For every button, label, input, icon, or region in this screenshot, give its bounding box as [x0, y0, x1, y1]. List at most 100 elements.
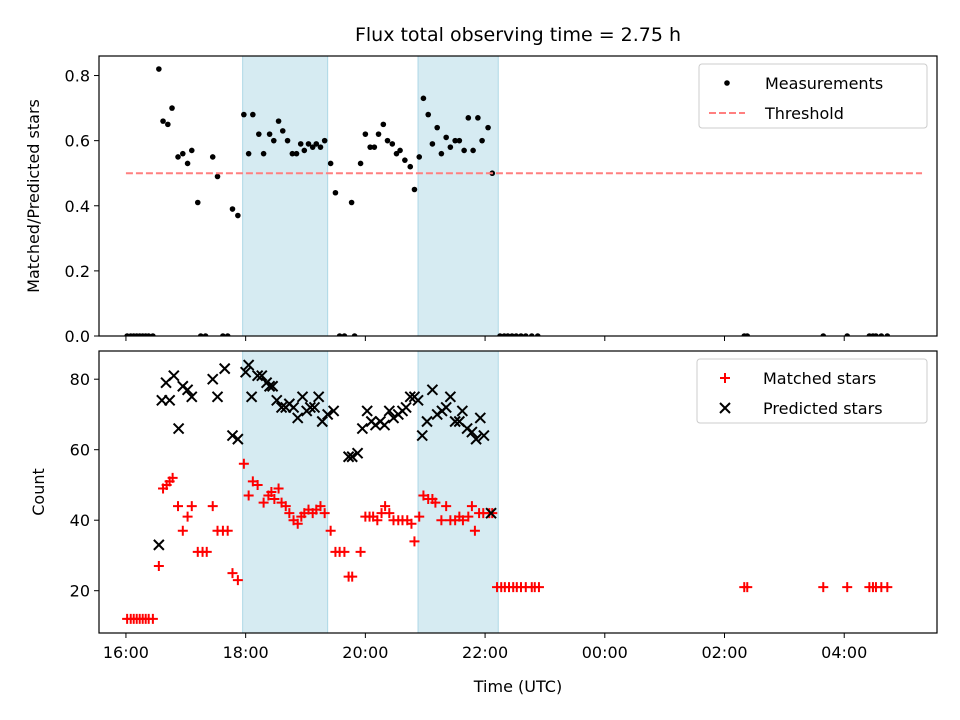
measurements-point — [357, 160, 364, 167]
measurements-point — [165, 121, 171, 128]
predicted-stars-point — [271, 394, 283, 407]
chart-title: Flux total observing time = 2.75 h — [355, 24, 681, 46]
measurements-point — [289, 150, 296, 157]
y-tick-label: 0.6 — [65, 132, 90, 151]
x-tick-label: 02:00 — [701, 643, 747, 662]
measurements-point — [479, 137, 485, 144]
matched-stars-point — [355, 546, 366, 557]
matched-stars-point — [414, 511, 425, 522]
legend-label: Threshold — [764, 104, 844, 123]
measurements-point — [202, 333, 209, 336]
measurements-point — [235, 212, 241, 219]
matched-stars-point — [269, 494, 280, 505]
predicted-stars-point — [266, 380, 279, 392]
matched-stars-point — [380, 501, 391, 512]
matched-stars-point — [201, 546, 212, 557]
matched-stars-point — [436, 515, 447, 526]
predicted-stars-point — [245, 391, 258, 403]
legend-dot-swatch — [724, 80, 730, 86]
x-tick-label: 18:00 — [223, 643, 269, 662]
predicted-stars-point — [444, 391, 457, 403]
shaded-interval — [242, 55, 329, 337]
predicted-stars-point — [251, 369, 264, 382]
measurements-point — [317, 144, 324, 150]
measurements-point — [407, 163, 414, 170]
predicted-stars-point — [211, 391, 224, 403]
predicted-stars-point — [404, 391, 416, 403]
measurements-point — [420, 95, 427, 102]
measurements-point — [434, 124, 440, 131]
predicted-stars-point — [296, 391, 309, 403]
y-tick-label: 80 — [70, 370, 90, 389]
matched-stars-point — [430, 497, 441, 508]
x-tick-label: 22:00 — [462, 643, 508, 662]
matched-stars-point — [409, 536, 420, 547]
x-tick-label: 20:00 — [342, 643, 388, 662]
matched-stars-point — [372, 515, 383, 526]
matched-stars-point — [238, 458, 249, 469]
predicted-stars-point — [186, 391, 198, 403]
measurements-point — [241, 111, 247, 118]
measurements-point — [367, 144, 373, 150]
predicted-stars-point — [346, 451, 358, 463]
measurements-point — [279, 128, 286, 134]
bottom-panel: 20 40 60 80 16:00 18:00 20:00 22:00 00:00 02:00 04… — [29, 350, 938, 662]
legend-label: Predicted stars — [763, 399, 883, 418]
measurements-point — [425, 111, 432, 118]
predicted-stars-point — [378, 419, 391, 431]
measurements-point — [309, 144, 316, 150]
plot-frame — [98, 55, 938, 337]
measurements-point — [197, 333, 204, 336]
measurements-point — [820, 333, 827, 336]
measurements-point — [470, 147, 476, 154]
matched-stars-point — [347, 571, 358, 582]
matched-stars-point — [441, 501, 452, 512]
measurements-point — [150, 333, 156, 336]
measurements-point — [184, 160, 191, 167]
measurements-point — [438, 150, 445, 157]
measurements-point — [443, 134, 449, 141]
matched-stars-point — [457, 515, 468, 526]
x-tick-label: 04:00 — [821, 643, 867, 662]
measurements-point — [297, 141, 304, 147]
measurements-point — [256, 131, 262, 137]
predicted-stars-point — [316, 415, 328, 428]
measurements-point — [321, 137, 328, 144]
legend-box — [698, 63, 928, 129]
predicted-stars-point — [172, 422, 185, 435]
predicted-stars-point — [466, 426, 478, 438]
predicted-stars-point — [440, 401, 452, 414]
measurements-point — [380, 121, 387, 128]
matched-stars-point — [222, 525, 233, 536]
measurements-point — [293, 150, 300, 157]
matched-stars-point — [147, 613, 158, 624]
measurements-point — [456, 137, 463, 144]
legend: Matched stars Predicted stars — [696, 358, 928, 424]
predicted-stars-point — [275, 401, 288, 414]
matched-stars-point — [173, 501, 184, 512]
measurements-point — [522, 333, 529, 336]
predicted-stars-point — [416, 429, 428, 442]
measurements-point — [188, 147, 195, 154]
measurements-point — [348, 199, 355, 206]
matched-stars-point — [533, 582, 544, 593]
x-axis-label: Time (UTC) — [473, 677, 562, 696]
matched-stars-point — [177, 525, 188, 536]
matched-stars-point — [227, 568, 238, 579]
measurements-point — [509, 333, 515, 336]
matched-stars-point — [284, 508, 295, 519]
predicted-stars-point — [256, 369, 268, 382]
matched-stars-point — [232, 575, 243, 586]
predicted-stars-point — [218, 362, 231, 375]
matched-stars-point — [258, 497, 269, 508]
measurements-point — [214, 173, 221, 180]
measurements-point — [497, 333, 503, 336]
measurements-point — [475, 115, 481, 121]
y-tick-label: 0.8 — [65, 67, 90, 86]
predicted-stars-point — [412, 394, 424, 407]
measurements-point — [528, 333, 535, 336]
measurements-point — [411, 186, 418, 193]
predicted-stars-point — [327, 405, 340, 417]
measurements-point — [518, 333, 524, 336]
